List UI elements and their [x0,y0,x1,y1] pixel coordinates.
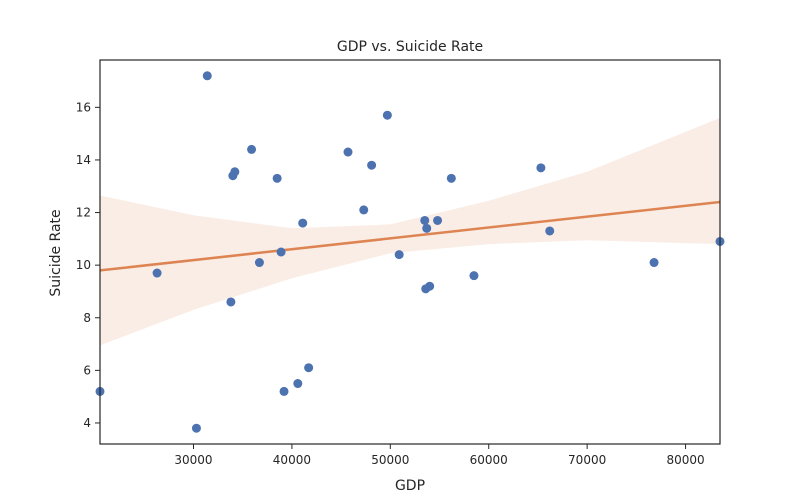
data-point [359,205,369,215]
y-tick-label: 6 [83,363,91,377]
y-tick-label: 14 [76,153,91,167]
data-point [152,268,162,278]
data-point [446,173,456,183]
x-tick-label: 30000 [174,453,212,467]
plot-frame [99,59,721,445]
data-point [422,223,432,233]
x-tick-label: 60000 [470,453,508,467]
x-tick-label: 80000 [666,453,704,467]
x-tick-label: 50000 [371,453,409,467]
data-point [230,167,240,177]
data-point [469,271,479,281]
scatter-points [95,71,725,433]
x-axis-label: GDP [395,478,425,494]
regression-line [99,200,721,272]
data-point [649,258,659,268]
x-axis-ticks: 30000 40000 50000 60000 70000 80000 [174,444,705,467]
data-point [191,423,201,433]
x-tick-label: 40000 [273,453,311,467]
data-point [367,160,377,170]
data-point [272,173,282,183]
data-point [425,281,435,291]
y-tick-label: 10 [76,258,91,272]
y-axis-label: Suicide Rate [48,209,64,296]
data-point [254,258,264,268]
y-tick-label: 8 [83,311,91,325]
data-point [304,363,314,373]
x-tick-label: 70000 [568,453,606,467]
data-point [226,297,236,307]
data-point [276,247,286,257]
data-point [298,218,308,228]
data-point [536,163,546,173]
data-point [382,110,392,120]
data-point [202,71,212,81]
y-tick-label: 16 [76,100,91,114]
chart-title: GDP vs. Suicide Rate [337,39,483,55]
data-point [433,215,443,225]
data-point [545,226,555,236]
data-point [420,215,430,225]
confidence-band [100,117,720,346]
data-point [343,147,353,157]
plot-area [95,59,725,445]
data-point [247,144,257,154]
y-tick-label: 12 [76,206,91,220]
data-point [394,250,404,260]
data-point [279,386,289,396]
data-point [293,379,303,389]
y-tick-label: 4 [83,416,91,430]
y-axis-ticks: 4 6 8 10 12 14 16 [76,100,100,430]
